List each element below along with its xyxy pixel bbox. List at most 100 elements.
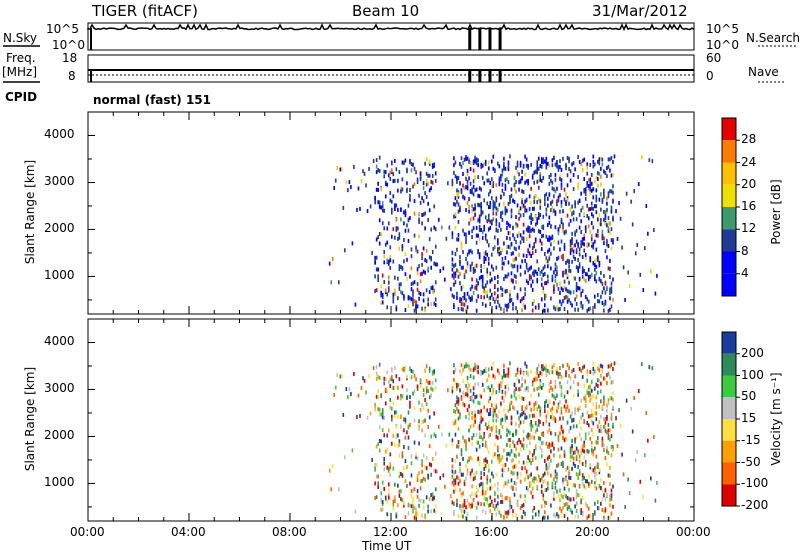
- power-cell: [592, 154, 595, 159]
- power-cell: [539, 199, 542, 204]
- power-cell: [474, 188, 476, 193]
- velocity-cell: [454, 478, 457, 483]
- power-cell: [566, 272, 569, 277]
- velocity-cell: [501, 473, 504, 478]
- velocity-cell: [478, 401, 481, 406]
- power-cell: [539, 205, 542, 210]
- velocity-cell: [397, 483, 399, 488]
- power-cell: [600, 174, 602, 179]
- velocity-cell: [554, 384, 557, 389]
- power-cell: [453, 156, 455, 161]
- velocity-cell: [557, 374, 560, 379]
- velocity-cell: [503, 514, 505, 519]
- velocity-cell: [484, 443, 487, 448]
- velocity-cell: [589, 394, 592, 399]
- velocity-cell: [537, 422, 540, 427]
- velocity-cell: [563, 453, 566, 458]
- power-cell: [583, 233, 586, 238]
- velocity-cell: [545, 419, 548, 424]
- velocity-cell: [409, 422, 411, 427]
- velocity-cell: [480, 475, 482, 480]
- velocity-cell: [387, 380, 390, 385]
- velocity-cell: [500, 401, 502, 406]
- velocity-cell: [416, 511, 419, 516]
- power-cell: [416, 271, 419, 276]
- power-cell: [525, 262, 528, 267]
- power-cell: [510, 242, 513, 247]
- velocity-cell: [513, 471, 516, 476]
- power-cell: [489, 219, 492, 224]
- power-cell: [613, 154, 616, 159]
- velocity-cell: [504, 373, 507, 378]
- power-cell: [424, 191, 426, 196]
- power-cell: [575, 239, 578, 244]
- velocity-cell: [495, 413, 498, 418]
- power-cell: [553, 289, 555, 294]
- velocity-cell: [471, 394, 473, 399]
- power-cell: [468, 176, 470, 181]
- power-cell: [383, 260, 386, 265]
- power-cell: [500, 306, 502, 311]
- power-cell: [521, 236, 523, 241]
- power-cell: [553, 286, 555, 291]
- power-cell: [609, 275, 611, 280]
- velocity-cell: [513, 393, 516, 398]
- power-cell: [383, 226, 386, 231]
- power-cell: [409, 274, 411, 279]
- velocity-cell: [365, 390, 367, 395]
- velocity-cell: [486, 446, 489, 451]
- velocity-cell: [565, 373, 567, 378]
- power-cell: [531, 246, 534, 251]
- velocity-cell: [421, 469, 423, 474]
- power-cell: [507, 164, 510, 169]
- velocity-cell: [548, 422, 551, 427]
- power-cell: [410, 266, 413, 271]
- power-cell: [475, 161, 478, 166]
- velocity-cell: [578, 405, 581, 410]
- velocity-cell: [492, 474, 495, 479]
- nave-tick-bottom: 0: [706, 69, 714, 83]
- velocity-cell: [478, 444, 481, 449]
- velocity-cell: [401, 451, 404, 456]
- velocity-cell: [498, 459, 501, 464]
- power-cell: [380, 232, 382, 237]
- velocity-cell: [560, 427, 563, 432]
- power-cell: [474, 158, 476, 163]
- power-cell: [404, 211, 407, 216]
- velocity-cell: [521, 412, 523, 417]
- power-cell: [384, 242, 387, 247]
- velocity-cell: [424, 477, 426, 482]
- power-cell: [601, 281, 604, 286]
- velocity-cell: [412, 488, 414, 493]
- velocity-cell: [391, 368, 393, 373]
- power-cell: [454, 280, 457, 285]
- power-cell: [539, 163, 542, 168]
- power-cell: [409, 296, 411, 301]
- power-cell: [574, 243, 576, 248]
- velocity-cell: [525, 469, 528, 474]
- velocity-cell: [354, 509, 357, 514]
- velocity-cell: [580, 368, 582, 373]
- power-cell: [600, 207, 602, 212]
- power-cell: [572, 243, 575, 248]
- velocity-cell: [465, 415, 467, 420]
- velocity-cell: [515, 387, 517, 392]
- power-cell: [489, 295, 492, 300]
- power-cell: [462, 297, 464, 302]
- power-cell: [574, 232, 576, 237]
- velocity-cell: [513, 453, 516, 458]
- power-cell: [401, 247, 404, 252]
- power-cell: [572, 249, 575, 254]
- power-cell: [401, 177, 404, 182]
- power-cell: [503, 166, 505, 171]
- power-cell: [480, 295, 482, 300]
- power-cell: [397, 276, 399, 281]
- power-cell: [434, 302, 437, 307]
- velocity-cell: [457, 409, 460, 414]
- velocity-cell: [416, 474, 419, 479]
- velocity-cell: [381, 507, 384, 512]
- power-cell: [480, 208, 482, 213]
- velocity-cell: [556, 367, 558, 372]
- power-cell: [495, 265, 498, 270]
- power-cell: [574, 167, 576, 172]
